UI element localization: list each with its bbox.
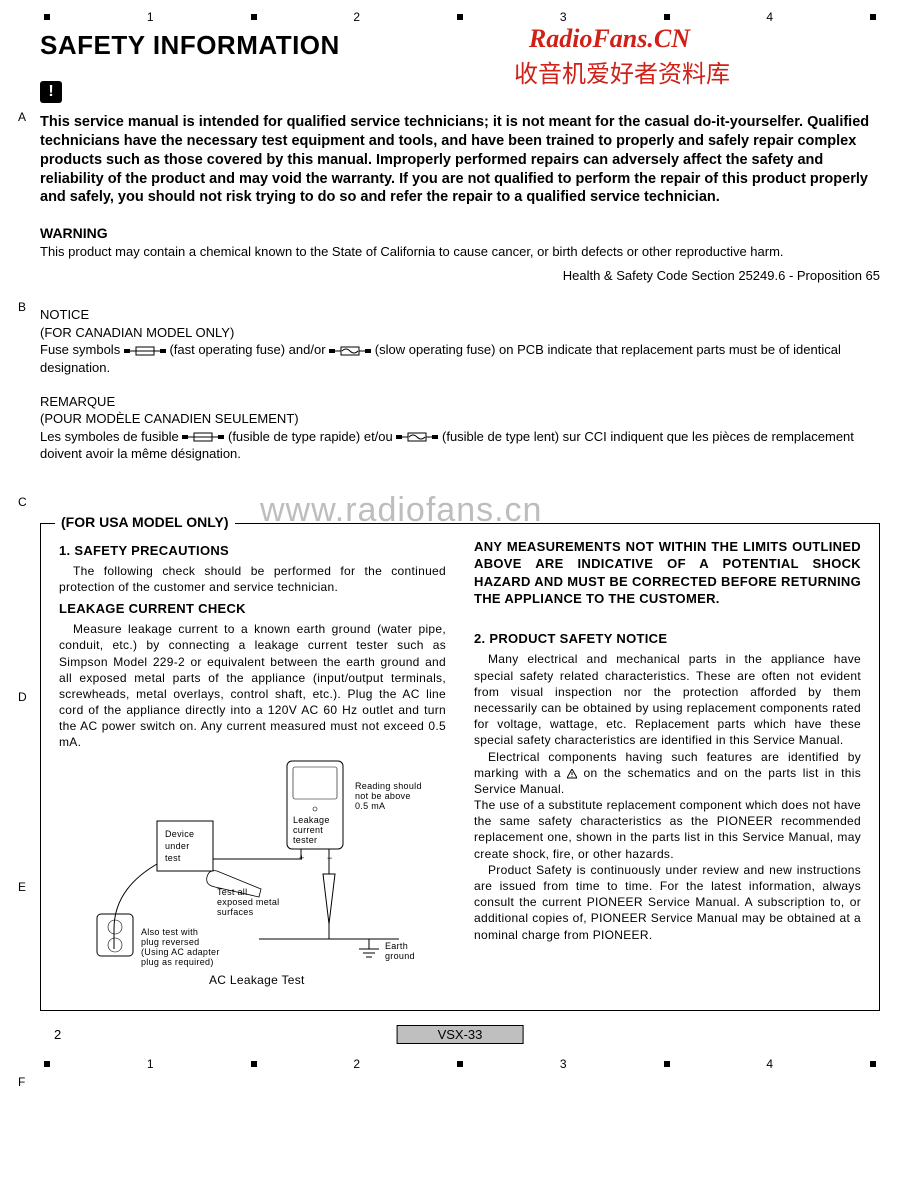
svg-text:Test all: Test all [217,887,247,897]
top-ruler: 1 2 3 4 [40,10,880,30]
svg-text:0.5 mA: 0.5 mA [355,801,385,811]
bottom-ruler: 1 2 3 4 [40,1047,880,1071]
svg-text:AC Leakage Test: AC Leakage Test [209,973,305,987]
svg-text:under: under [165,841,190,851]
warning-body: This product may contain a chemical know… [40,243,880,261]
fuse-slow-icon [329,346,371,356]
svg-text:exposed metal: exposed metal [217,897,279,907]
remark-body: Les symboles de fusible (fusible de type… [40,428,880,463]
svg-text:plug as required): plug as required) [141,957,214,967]
svg-text:Earth: Earth [385,941,408,951]
notice-mid: (fast operating fuse) and/or [169,342,329,357]
svg-text:tester: tester [293,835,317,845]
ruler-2: 2 [353,10,360,24]
notice-body: Fuse symbols (fast operating fuse) and/o… [40,341,880,376]
leakage-diagram: Leakage current tester Reading should no… [59,759,439,994]
svg-text:surfaces: surfaces [217,907,254,917]
svg-text:test: test [165,853,181,863]
col1-h1: 1. SAFETY PRECAUTIONS [59,542,446,560]
alert-icon: ! [40,81,62,103]
triangle-warning-icon [567,769,577,779]
side-e: E [18,880,26,894]
remark-heading: REMARQUE [40,393,880,411]
notice-heading: NOTICE [40,306,880,324]
svg-text:−: − [327,853,333,863]
ruler-4: 4 [766,10,773,24]
col2-h: 2. PRODUCT SAFETY NOTICE [474,630,861,648]
page-title: SAFETY INFORMATION [40,30,880,61]
svg-text:ground: ground [385,951,415,961]
page-number: 2 [54,1027,61,1042]
fuse-slow-icon-2 [396,432,438,442]
col1-h2: LEAKAGE CURRENT CHECK [59,600,446,618]
svg-text:plug reversed: plug reversed [141,937,199,947]
svg-text:Reading should: Reading should [355,781,422,791]
col2-bold: ANY MEASUREMENTS NOT WITHIN THE LIMITS O… [474,538,861,608]
remark-mid: (fusible de type rapide) et/ou [228,429,396,444]
side-d: D [18,690,27,704]
watermark-red-sub: 收音机爱好者资料库 [514,54,730,89]
usa-box: (FOR USA MODEL ONLY) 1. SAFETY PRECAUTIO… [40,523,880,1011]
remark-pre: Les symboles de fusible [40,429,182,444]
svg-text:+: + [299,853,305,863]
fuse-fast-icon [124,346,166,356]
side-f: F [18,1075,25,1089]
intro-text: This service manual is intended for qual… [40,113,880,207]
ruler-1: 1 [147,10,154,24]
svg-text:not be above: not be above [355,791,411,801]
svg-text:Device: Device [165,829,194,839]
col2-p1: Many electrical and mechanical parts in … [474,651,861,748]
col2-p3: The use of a substitute replacement comp… [474,797,861,862]
col1-p2: Measure leakage current to a known earth… [59,621,446,751]
model-label: VSX-33 [397,1025,524,1044]
svg-text:current: current [293,825,323,835]
side-c: C [18,495,27,509]
col2-p2: Electrical components having such featur… [474,749,861,798]
warning-code: Health & Safety Code Section 25249.6 - P… [40,267,880,285]
side-a: A [18,110,26,124]
svg-text:Leakage: Leakage [293,815,330,825]
svg-text:(Using AC adapter: (Using AC adapter [141,947,220,957]
watermark-red: RadioFans.CN [529,24,690,54]
notice-pre: Fuse symbols [40,342,124,357]
remark-sub: (POUR MODÈLE CANADIEN SEULEMENT) [40,410,880,428]
side-b: B [18,300,26,314]
svg-text:Also test with: Also test with [141,927,198,937]
col1-p1: The following check should be performed … [59,563,446,595]
ruler-3: 3 [560,10,567,24]
notice-sub: (FOR CANADIAN MODEL ONLY) [40,324,880,342]
usa-legend: (FOR USA MODEL ONLY) [55,514,235,530]
warning-heading: WARNING [40,225,880,241]
fuse-fast-icon-2 [182,432,224,442]
col2-p4: Product Safety is continuously under rev… [474,862,861,943]
